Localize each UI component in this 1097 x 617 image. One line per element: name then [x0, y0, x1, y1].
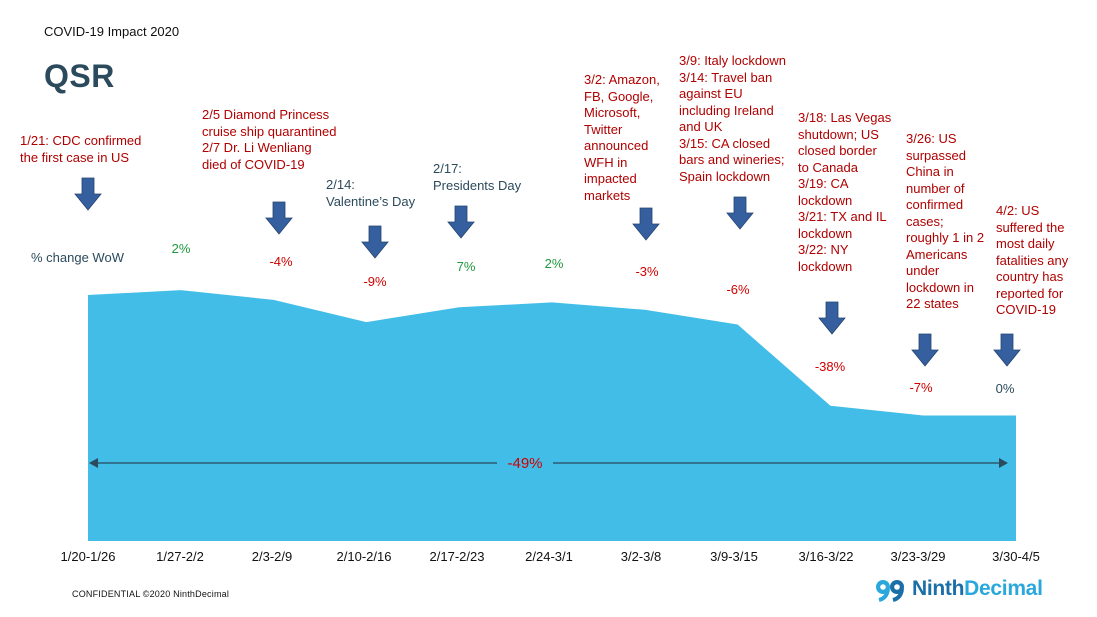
down-arrow-icon — [726, 196, 754, 230]
x-tick-label: 1/20-1/26 — [61, 549, 116, 564]
logo-bold: Ninth — [912, 577, 965, 600]
annotation-cdc-first-case: 1/21: CDC confirmed the first case in US — [20, 133, 142, 165]
x-tick-label: 1/27-2/2 — [156, 549, 204, 564]
wow-change-label: -9% — [363, 274, 387, 289]
total-change-label: -49% — [507, 455, 542, 472]
x-tick-label: 3/23-3/29 — [891, 549, 946, 564]
wow-change-label: -7% — [909, 380, 933, 395]
annotation-diamond-princess: 2/5 Diamond Princess cruise ship quarant… — [202, 107, 337, 172]
wow-change-label: -6% — [726, 282, 750, 297]
confidential-notice: CONFIDENTIAL ©2020 NinthDecimal — [72, 589, 230, 599]
annotation-italy-lockdown: 3/9: Italy lockdown 3/14: Travel ban aga… — [679, 53, 786, 184]
down-arrow-icon — [265, 201, 293, 235]
ninthdecimal-logo: NinthDecimal — [874, 576, 1043, 602]
annotation-us-surpassed-china: 3/26: US surpassed China in number of co… — [906, 131, 985, 311]
x-tick-label: 2/24-3/1 — [525, 549, 573, 564]
wow-change-label: -38% — [815, 359, 846, 374]
wow-change-label: -4% — [269, 254, 293, 269]
annotation-us-fatalities: 4/2: US suffered the most daily fataliti… — [996, 203, 1069, 317]
area-series — [88, 290, 1016, 541]
annotation-wfh: 3/2: Amazon, FB, Google, Microsoft, Twit… — [584, 72, 660, 203]
x-tick-label: 2/17-2/23 — [430, 549, 485, 564]
down-arrow-icon — [361, 225, 389, 259]
x-tick-label: 2/3-2/9 — [252, 549, 292, 564]
annotation-presidents-day: 2/17: Presidents Day — [433, 161, 522, 193]
x-tick-label: 3/16-3/22 — [799, 549, 854, 564]
wow-change-label: 0% — [996, 381, 1015, 396]
down-arrow-icon — [818, 301, 846, 335]
down-arrow-icon — [632, 207, 660, 241]
x-tick-label: 3/9-3/15 — [710, 549, 758, 564]
wow-change-label: -3% — [635, 264, 659, 279]
right-arrowhead-icon — [999, 458, 1008, 468]
annotation-valentines-day: 2/14: Valentine’s Day — [326, 177, 416, 209]
x-tick-label: 2/10-2/16 — [337, 549, 392, 564]
down-arrow-icon — [447, 205, 475, 239]
logo-light: Decimal — [964, 577, 1043, 600]
down-arrow-icon — [911, 333, 939, 367]
logo-icon — [876, 580, 904, 602]
supertitle: COVID-19 Impact 2020 — [44, 24, 180, 39]
logo-wordmark: NinthDecimal — [912, 577, 1043, 601]
wow-change-label: 2% — [545, 256, 564, 271]
x-tick-label: 3/2-3/8 — [621, 549, 661, 564]
chart-title: QSR — [44, 58, 115, 94]
left-arrowhead-icon — [89, 458, 98, 468]
wow-change-label: 2% — [172, 241, 191, 256]
wow-label: % change WoW — [31, 250, 124, 265]
down-arrow-icon — [993, 333, 1021, 367]
wow-change-label: 7% — [457, 259, 476, 274]
annotation-las-vegas: 3/18: Las Vegas shutdown; US closed bord… — [798, 110, 892, 274]
down-arrow-icon — [74, 177, 102, 211]
x-tick-label: 3/30-4/5 — [992, 549, 1040, 564]
